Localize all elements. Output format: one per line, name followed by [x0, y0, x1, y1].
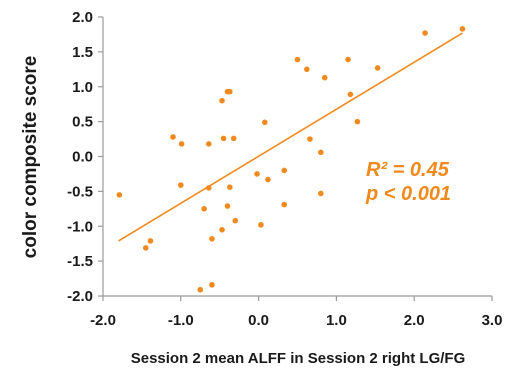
data-point	[230, 135, 237, 142]
data-point	[206, 141, 212, 147]
data-point	[265, 176, 271, 183]
data-point	[227, 184, 233, 190]
data-point	[227, 88, 233, 95]
data-point	[219, 97, 225, 104]
data-point	[209, 282, 215, 288]
axes: 2.0 1.5 1.0 0.5 0.0 -0.5 -1.0 -1.5 -2.0 -2.0 -1.0 0…	[67, 9, 502, 329]
data-point	[321, 74, 328, 81]
data-point	[209, 236, 215, 242]
data-point	[170, 134, 176, 140]
data-point	[147, 238, 154, 244]
data-point	[197, 286, 204, 293]
data-marks	[116, 26, 466, 293]
data-point	[219, 226, 225, 233]
x-axis-label: Session 2 mean ALFF in Session 2 right L…	[131, 350, 466, 367]
y-tick-label: 1.0	[72, 79, 93, 96]
data-point	[281, 201, 288, 208]
data-point	[374, 65, 381, 71]
p-value-annotation: p < 0.001	[365, 183, 451, 205]
y-tick-label: 2.0	[72, 9, 93, 26]
x-tick-label: 3.0	[482, 312, 503, 329]
data-point	[354, 118, 361, 125]
x-tick-label: 1.0	[326, 312, 347, 329]
data-point	[206, 185, 212, 191]
data-point	[459, 26, 466, 32]
y-tick-label: -1.0	[67, 218, 93, 235]
x-tick-label: 0.0	[248, 312, 269, 329]
data-point	[254, 171, 260, 177]
data-point	[258, 222, 264, 228]
data-point	[232, 217, 239, 224]
trend-line	[118, 32, 463, 242]
data-point	[318, 190, 324, 197]
data-point	[347, 91, 354, 98]
y-tick-label: -1.5	[67, 253, 93, 270]
y-tick-label: -0.5	[67, 183, 93, 200]
x-tick-label: -1.0	[168, 312, 194, 329]
x-tick-label: 2.0	[404, 312, 425, 329]
data-point	[178, 182, 184, 188]
r-squared-annotation: R² = 0.45	[366, 159, 450, 181]
data-point	[201, 206, 207, 212]
data-point	[422, 30, 428, 36]
data-point	[307, 136, 313, 142]
data-point	[262, 119, 268, 126]
y-tick-label: 0.5	[72, 114, 93, 131]
data-point	[142, 245, 149, 251]
y-axis-label: color composite score	[20, 56, 41, 259]
y-tick-label: 0.0	[72, 149, 93, 166]
data-point	[224, 203, 231, 209]
data-point	[178, 141, 185, 147]
data-point	[345, 56, 351, 63]
data-point	[281, 167, 288, 174]
data-point	[318, 149, 324, 156]
y-tick-label: 1.5	[72, 44, 93, 61]
data-point	[116, 192, 123, 198]
x-tick-label: -2.0	[90, 312, 116, 329]
data-point	[294, 56, 301, 63]
y-tick-label: -2.0	[67, 288, 93, 305]
data-point	[220, 135, 227, 142]
data-point	[304, 66, 310, 73]
